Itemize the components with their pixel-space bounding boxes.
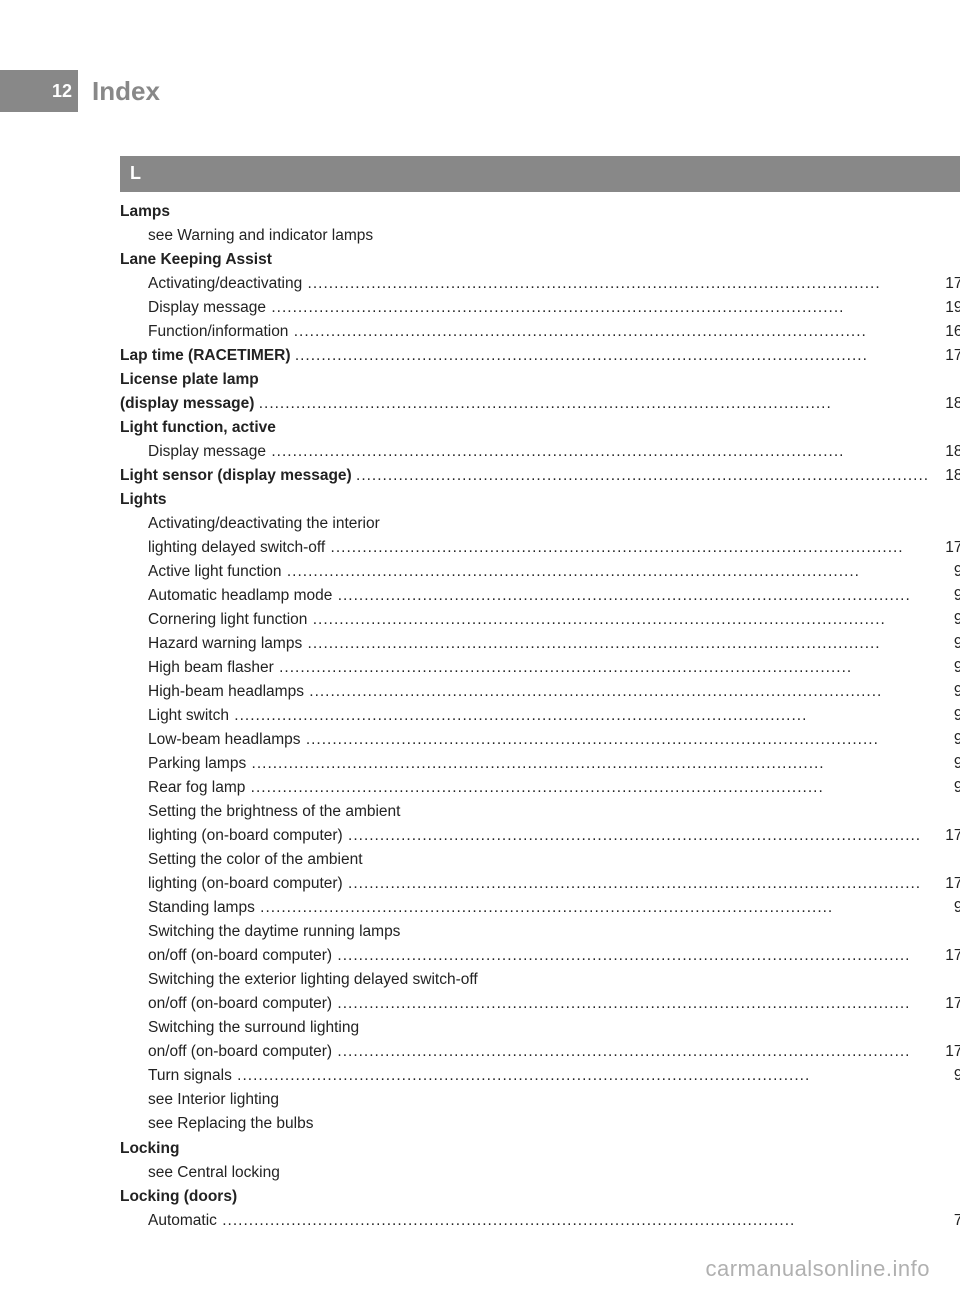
index-sub-entry: Display message189	[120, 440, 960, 464]
index-sub-entry: Cornering light function97	[120, 608, 960, 632]
index-heading: Lights	[120, 488, 960, 512]
index-entry: (display message) 189	[120, 392, 960, 416]
index-sub-entry: High beam flasher96	[120, 656, 960, 680]
page-header: 12 Index	[52, 70, 160, 112]
index-sub-entry: Activating/deactivating the interiorligh…	[120, 512, 960, 560]
index-sub-entry: Setting the color of the ambientlighting…	[120, 848, 960, 896]
index-sub-entry: Automatic71	[120, 1209, 960, 1233]
index-heading: Locking (doors)	[120, 1185, 960, 1209]
index-sub-entry: Automatic headlamp mode95	[120, 584, 960, 608]
index-sub-entry: Rear fog lamp96	[120, 776, 960, 800]
index-heading: Light function, active	[120, 416, 960, 440]
index-heading: Lane Keeping Assist	[120, 248, 960, 272]
side-tab	[0, 70, 52, 112]
index-sub-entry: High-beam headlamps96	[120, 680, 960, 704]
index-sub-entry: Turn signals96	[120, 1064, 960, 1088]
index-heading: Locking	[120, 1137, 960, 1161]
index-sub-entry: Light switch95	[120, 704, 960, 728]
index-see-ref: see Interior lighting	[120, 1088, 960, 1112]
index-sub-entry: Display message193	[120, 296, 960, 320]
index-sub-entry: Switching the surround lightingon/off (o…	[120, 1016, 960, 1064]
index-sub-entry: Switching the daytime running lampson/of…	[120, 920, 960, 968]
page-number: 12	[52, 70, 78, 112]
index-sub-entry: Switching the exterior lighting delayed …	[120, 968, 960, 1016]
section-header-l: L	[120, 156, 960, 192]
page-title: Index	[92, 76, 160, 107]
index-sub-entry: Setting the brightness of the ambientlig…	[120, 800, 960, 848]
index-see-ref: see Warning and indicator lamps	[120, 224, 960, 248]
index-entry: Lap time (RACETIMER) 175	[120, 344, 960, 368]
index-heading: Lamps	[120, 200, 960, 224]
index-see-ref: see Central locking	[120, 1161, 960, 1185]
left-column: L Lampssee Warning and indicator lampsLan…	[120, 150, 960, 1289]
index-entry: Light sensor (display message) 189	[120, 464, 960, 488]
index-sub-entry: Hazard warning lamps97	[120, 632, 960, 656]
index-sub-entry: Activating/deactivating171	[120, 272, 960, 296]
index-sub-entry: Standing lamps96	[120, 896, 960, 920]
index-sub-entry: Active light function97	[120, 560, 960, 584]
index-see-ref: see Replacing the bulbs	[120, 1112, 960, 1136]
footer-watermark: carmanualsonline.info	[705, 1256, 930, 1282]
index-sub-entry: Parking lamps96	[120, 752, 960, 776]
index-sub-entry: Low-beam headlamps96	[120, 728, 960, 752]
index-content: LLampssee Warning and indicator lampsLan…	[120, 150, 880, 1289]
index-sub-entry: Function/information161	[120, 320, 960, 344]
index-heading: License plate lamp	[120, 368, 960, 392]
